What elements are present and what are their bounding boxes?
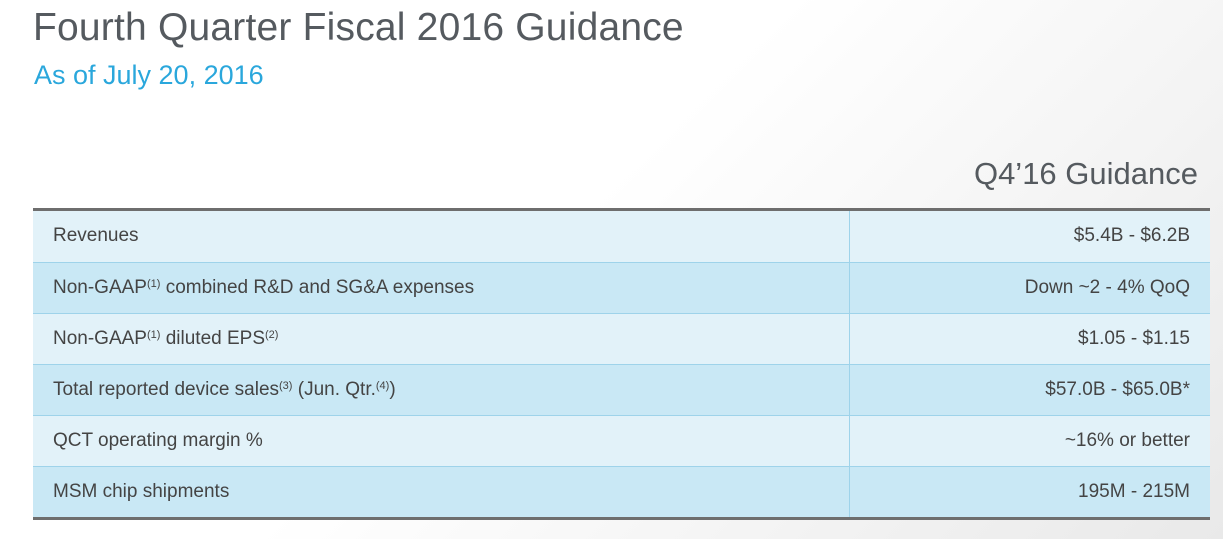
row-label-text: Revenues	[53, 225, 139, 247]
footnote-marker: (1)	[146, 328, 161, 341]
row-label-text: QCT operating margin %	[53, 429, 263, 451]
row-label-text: (Jun. Qtr.	[292, 378, 376, 400]
row-label-text: MSM chip shipments	[53, 480, 230, 502]
row-label-text: diluted EPS	[160, 327, 266, 349]
table-row-qct-margin: QCT operating margin % ~16% or better	[33, 415, 1210, 467]
page-title: Fourth Quarter Fiscal 2016 Guidance	[33, 6, 684, 49]
footnote-marker: (1)	[146, 277, 161, 290]
row-value: ~16% or better	[849, 415, 1210, 467]
row-value: Down ~2 - 4% QoQ	[849, 262, 1210, 314]
footnote-marker: (3)	[279, 379, 293, 392]
row-label: Non-GAAP(1) combined R&D and SG&A expens…	[33, 262, 850, 314]
row-value: $5.4B - $6.2B	[849, 211, 1210, 263]
footnote-marker: (2)	[265, 328, 279, 341]
row-label-text: Non-GAAP	[53, 327, 147, 349]
row-label-text: )	[389, 378, 396, 400]
table-row-revenues: Revenues $5.4B - $6.2B	[33, 211, 1210, 263]
table-row-opex: Non-GAAP(1) combined R&D and SG&A expens…	[33, 262, 1210, 314]
footnote-marker: (4)	[375, 379, 390, 392]
row-label-text: Total reported device sales	[53, 378, 280, 400]
row-label-text: Non-GAAP	[53, 276, 147, 298]
row-value: 195M - 215M	[849, 466, 1210, 517]
row-value: $57.0B - $65.0B*	[849, 364, 1210, 416]
row-label: QCT operating margin %	[33, 415, 850, 467]
row-label: Revenues	[33, 211, 850, 263]
table-row-eps: Non-GAAP(1) diluted EPS(2) $1.05 - $1.15	[33, 313, 1210, 365]
guidance-column-header: Q4’16 Guidance	[973, 156, 1198, 191]
table-row-msm-shipments: MSM chip shipments 195M - 215M	[33, 466, 1210, 517]
row-label: Total reported device sales(3) (Jun. Qtr…	[33, 364, 850, 416]
guidance-table: Revenues $5.4B - $6.2B Non-GAAP(1) combi…	[33, 208, 1210, 520]
row-label: MSM chip shipments	[33, 466, 850, 517]
page-subtitle-date: As of July 20, 2016	[34, 60, 264, 90]
row-label-text: combined R&D and SG&A expenses	[160, 276, 475, 298]
table-row-device-sales: Total reported device sales(3) (Jun. Qtr…	[33, 364, 1210, 416]
row-label: Non-GAAP(1) diluted EPS(2)	[33, 313, 850, 365]
row-value: $1.05 - $1.15	[849, 313, 1210, 365]
